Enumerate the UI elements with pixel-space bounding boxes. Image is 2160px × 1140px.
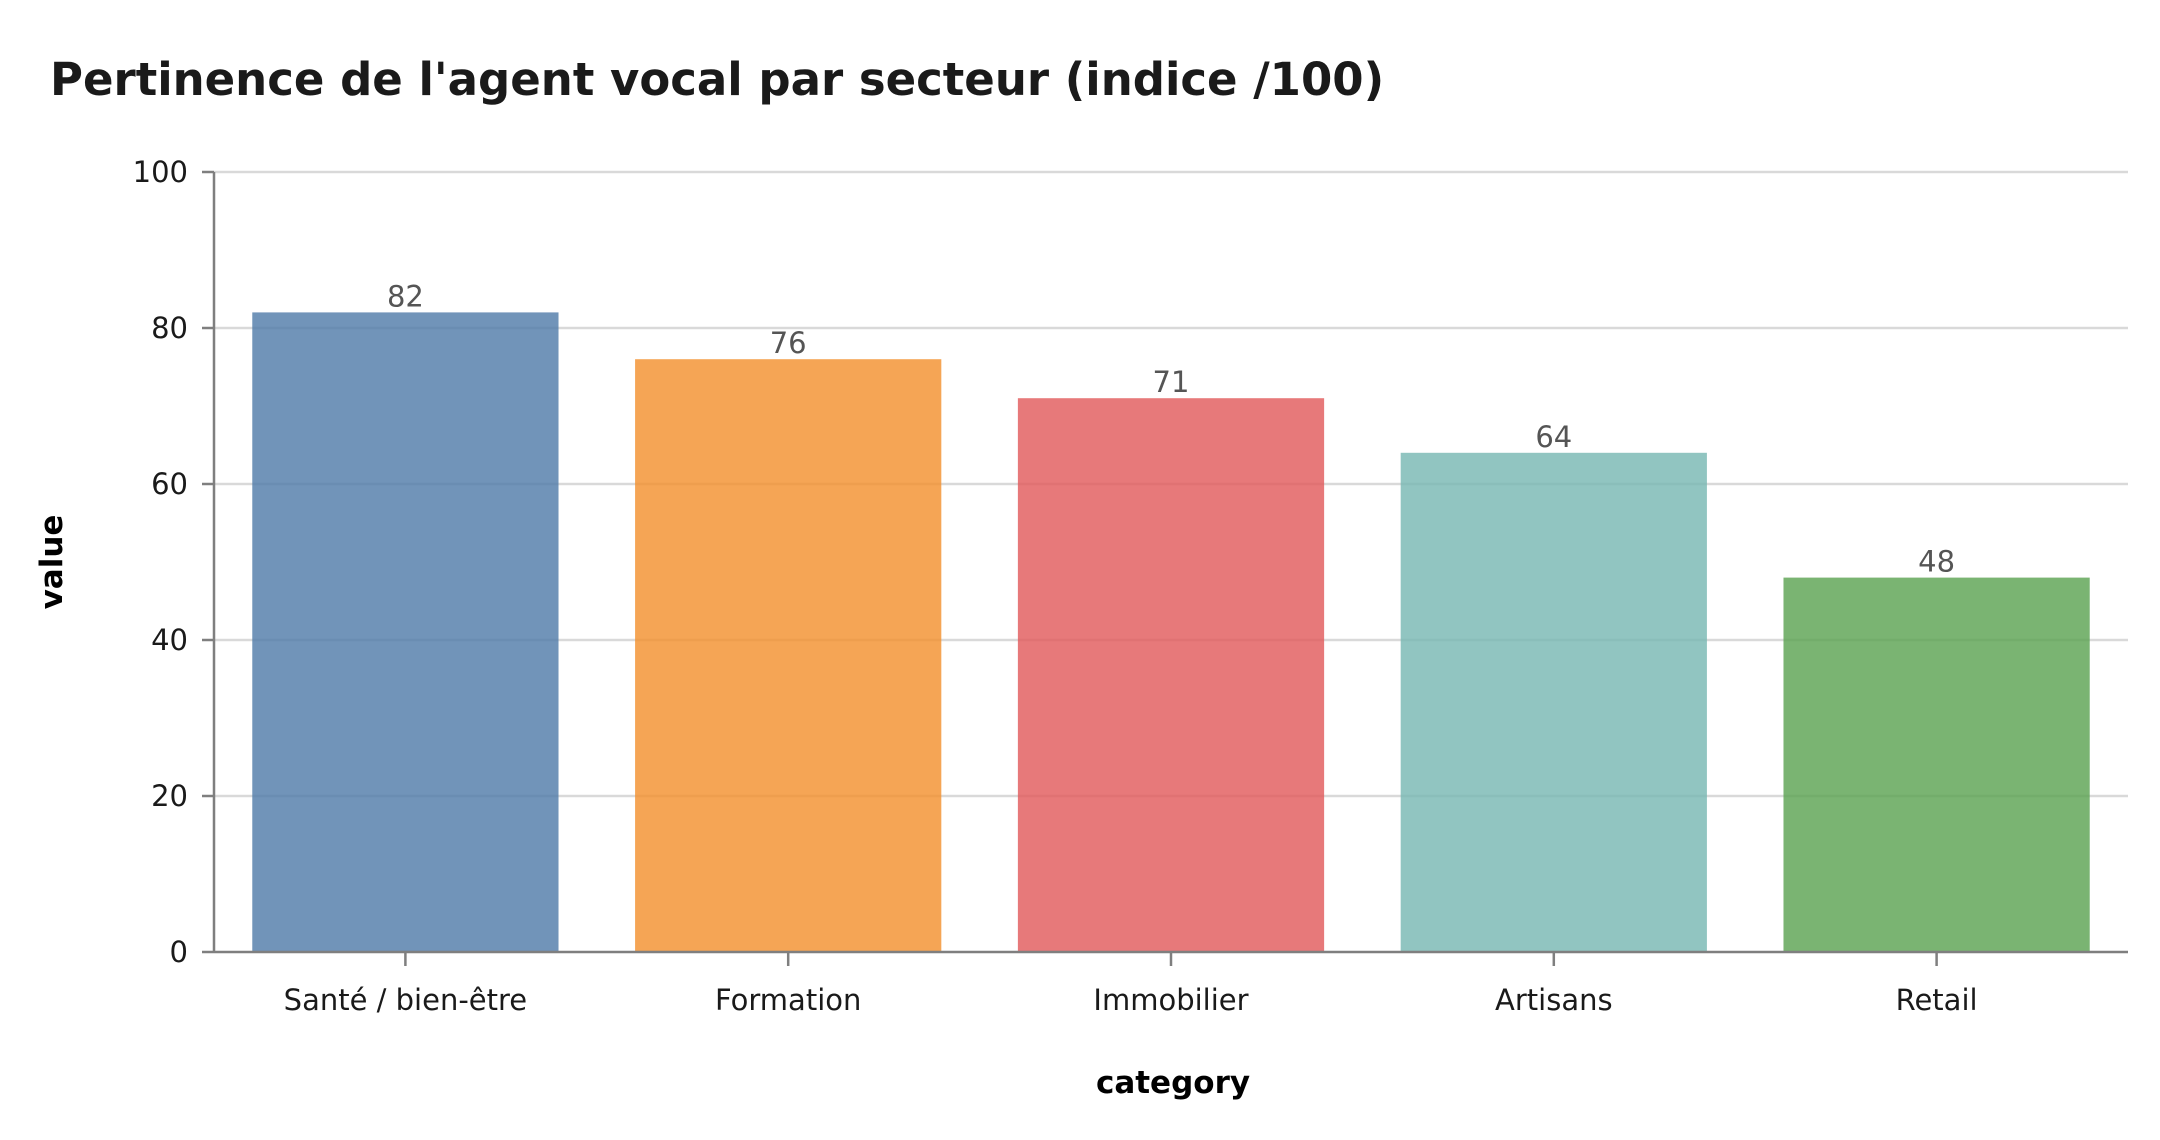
bar-value-label: 64 [1535, 420, 1572, 454]
bar-value-label: 71 [1153, 365, 1190, 399]
chart-title: Pertinence de l'agent vocal par secteur … [50, 53, 1384, 106]
bar [1783, 577, 2090, 952]
y-tick-label: 60 [151, 467, 188, 501]
bar-value-label: 48 [1918, 545, 1955, 579]
x-tick-label: Retail [1896, 983, 1978, 1017]
labels: 0 20 40 60 80 100 82 Santé / bien-être 76 Formati… [133, 155, 1978, 1017]
y-tick-label: 100 [133, 155, 188, 189]
y-tick-label: 20 [151, 779, 188, 813]
x-tick-label: Formation [715, 983, 861, 1017]
bar [252, 312, 559, 952]
bar-value-label: 82 [387, 279, 424, 313]
y-tick-label: 40 [151, 623, 188, 657]
bars [252, 312, 2090, 952]
y-axis-label: value [34, 515, 70, 610]
x-tick-label: Artisans [1495, 983, 1613, 1017]
bar [1400, 452, 1707, 952]
x-tick-label: Santé / bien-être [284, 983, 527, 1017]
axes [202, 170, 2128, 966]
bar [1017, 398, 1325, 952]
bar [635, 359, 942, 952]
y-tick-label: 80 [151, 311, 188, 345]
x-tick-label: Immobilier [1093, 983, 1248, 1017]
x-axis-label: category [1096, 1065, 1250, 1101]
y-tick-label: 0 [170, 935, 188, 969]
bar-value-label: 76 [770, 326, 807, 360]
